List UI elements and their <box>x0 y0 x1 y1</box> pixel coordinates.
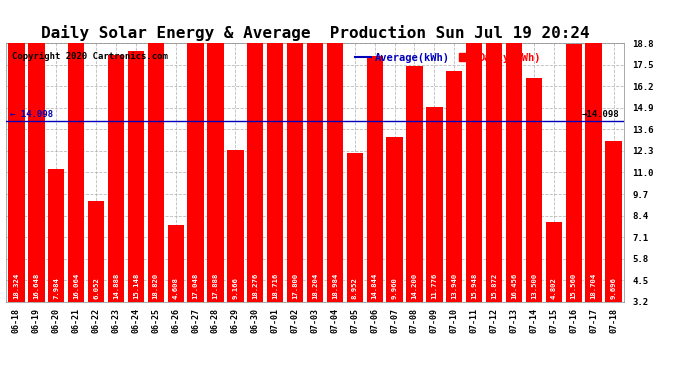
Text: 7.984: 7.984 <box>53 278 59 299</box>
Text: 16.064: 16.064 <box>73 273 79 299</box>
Bar <box>327 0 343 302</box>
Text: Copyright 2020 Cartronics.com: Copyright 2020 Cartronics.com <box>12 52 168 61</box>
Text: 15.872: 15.872 <box>491 273 497 299</box>
Text: 14.888: 14.888 <box>113 273 119 299</box>
Text: 17.048: 17.048 <box>193 273 199 299</box>
Bar <box>207 5 224 302</box>
Text: →14.098: →14.098 <box>582 111 620 120</box>
Text: 8.952: 8.952 <box>352 278 358 299</box>
Text: 9.960: 9.960 <box>392 278 397 299</box>
Text: 13.940: 13.940 <box>451 273 457 299</box>
Bar <box>128 51 144 302</box>
Bar <box>8 0 25 302</box>
Text: 15.148: 15.148 <box>133 273 139 299</box>
Bar <box>506 29 522 302</box>
Bar <box>88 201 104 302</box>
Bar <box>148 0 164 302</box>
Bar <box>406 66 423 302</box>
Bar <box>307 0 323 302</box>
Bar <box>247 0 264 302</box>
Bar <box>366 56 383 302</box>
Text: 4.802: 4.802 <box>551 278 557 299</box>
Bar <box>486 39 502 302</box>
Text: 11.776: 11.776 <box>431 273 437 299</box>
Text: 6.052: 6.052 <box>93 278 99 299</box>
Bar <box>386 136 403 302</box>
Bar <box>526 78 542 302</box>
Bar <box>287 7 303 302</box>
Text: 16.456: 16.456 <box>511 273 517 299</box>
Text: 18.276: 18.276 <box>253 273 258 299</box>
Text: 13.500: 13.500 <box>531 273 537 299</box>
Text: 18.820: 18.820 <box>152 273 159 299</box>
Bar <box>446 70 462 302</box>
Text: 14.844: 14.844 <box>372 273 377 299</box>
Bar <box>68 35 84 302</box>
Bar <box>566 44 582 302</box>
Text: 9.166: 9.166 <box>233 278 238 299</box>
Bar <box>346 153 363 302</box>
Bar <box>466 38 482 302</box>
Text: 18.204: 18.204 <box>312 273 318 299</box>
Bar <box>28 26 45 302</box>
Text: 4.608: 4.608 <box>172 278 179 299</box>
Bar <box>426 106 442 302</box>
Text: ← 14.098: ← 14.098 <box>10 111 54 120</box>
Bar <box>605 141 622 302</box>
Bar <box>168 225 184 302</box>
Bar <box>585 0 602 302</box>
Bar <box>546 222 562 302</box>
Text: 18.984: 18.984 <box>332 273 338 299</box>
Text: 14.200: 14.200 <box>411 273 417 299</box>
Legend: Average(kWh), Daily(kWh): Average(kWh), Daily(kWh) <box>351 48 545 67</box>
Text: 15.948: 15.948 <box>471 273 477 299</box>
Text: 17.800: 17.800 <box>292 273 298 299</box>
Text: 18.716: 18.716 <box>272 273 278 299</box>
Text: 9.696: 9.696 <box>611 278 616 299</box>
Title: Daily Solar Energy & Average  Production Sun Jul 19 20:24: Daily Solar Energy & Average Production … <box>41 25 589 40</box>
Bar <box>267 0 284 302</box>
Bar <box>48 170 64 302</box>
Text: 18.704: 18.704 <box>591 273 597 299</box>
Bar <box>108 55 124 302</box>
Text: 17.888: 17.888 <box>213 273 219 299</box>
Text: 15.560: 15.560 <box>571 273 577 299</box>
Bar <box>227 150 244 302</box>
Text: 18.324: 18.324 <box>14 273 19 299</box>
Text: 16.648: 16.648 <box>33 273 39 299</box>
Bar <box>188 19 204 302</box>
